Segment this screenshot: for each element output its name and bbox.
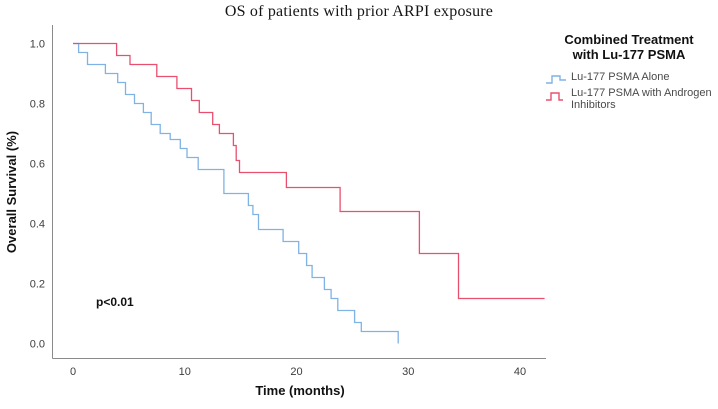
p-value-annotation: p<0.01 <box>96 295 134 309</box>
y-tick-label: 0.2 <box>30 279 45 291</box>
x-tick-label: 10 <box>179 366 191 378</box>
legend-item-label: Lu-177 PSMA with Androgen Inhibitors <box>571 86 712 112</box>
blue-step-line-icon <box>546 74 566 84</box>
x-tick-label: 30 <box>402 366 414 378</box>
y-tick-label: 0.0 <box>30 339 45 351</box>
y-tick-label: 0.8 <box>30 99 45 111</box>
figure-title: OS of patients with prior ARPI exposure <box>224 3 494 20</box>
x-axis-title: Time (months) <box>255 383 345 398</box>
x-tick-label: 40 <box>514 366 526 378</box>
legend-item-psma-androgen: Lu-177 PSMA with Androgen Inhibitors <box>543 87 715 112</box>
legend-item-label: Lu-177 PSMA Alone <box>571 70 670 83</box>
legend-item-psma-alone: Lu-177 PSMA Alone <box>543 71 715 85</box>
legend-title: Combined Treatment with Lu-177 PSMA <box>564 32 694 63</box>
survival-curve-psma-alone <box>73 42 399 344</box>
x-tick-label: 20 <box>290 366 302 378</box>
x-tick-label: 0 <box>70 366 76 378</box>
axis-lines <box>52 25 546 359</box>
y-axis-title: Overall Survival (%) <box>4 130 19 254</box>
y-tick-label: 0.4 <box>30 219 45 231</box>
legend: Combined Treatment with Lu-177 PSMA Lu-1… <box>543 32 715 114</box>
y-tick-label: 0.6 <box>30 159 45 171</box>
survival-curve-psma-androgen <box>73 42 545 300</box>
red-step-line-icon <box>546 91 563 101</box>
y-tick-label: 1.0 <box>30 39 45 51</box>
